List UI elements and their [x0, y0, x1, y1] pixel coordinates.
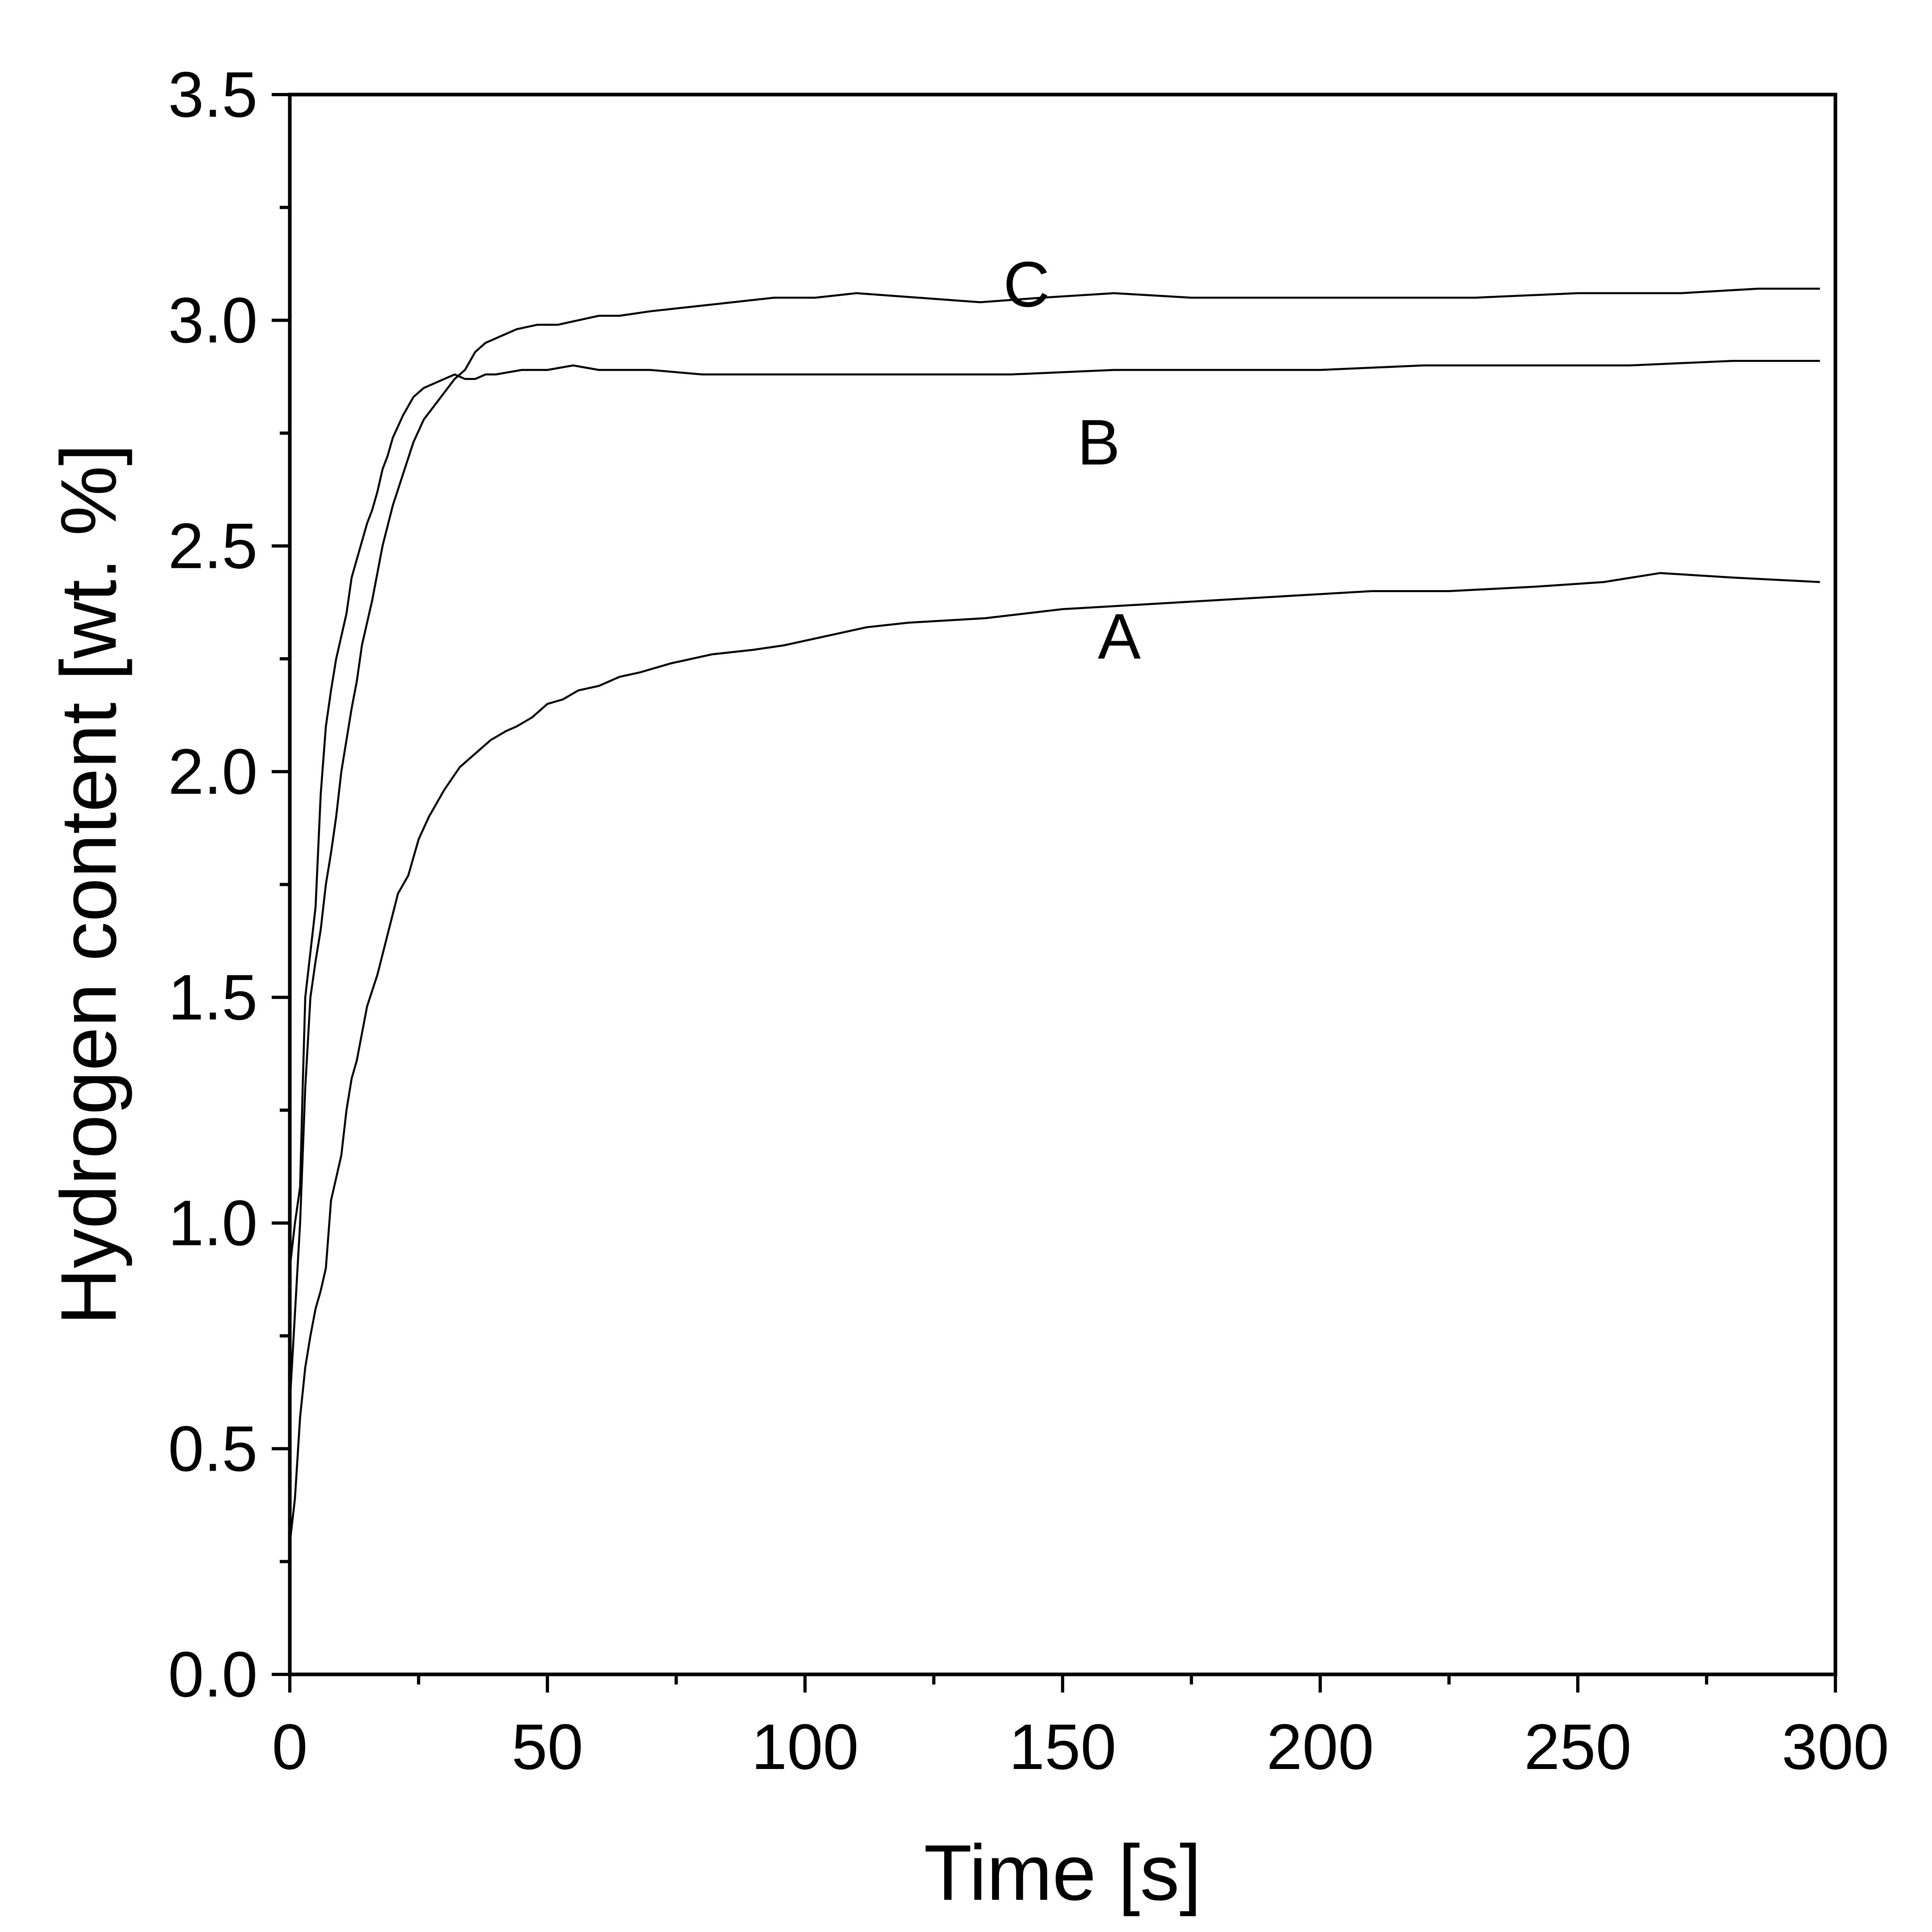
- y-tick-label: 3.5: [168, 58, 258, 130]
- y-tick-label: 0.0: [168, 1638, 258, 1710]
- y-tick-label: 1.0: [168, 1187, 258, 1259]
- curve-label-a: A: [1098, 600, 1141, 672]
- x-tick-label: 300: [1782, 1711, 1889, 1783]
- plot-frame: [288, 93, 1837, 1676]
- x-tick-label: 200: [1267, 1711, 1374, 1783]
- x-tick-label: 250: [1524, 1711, 1632, 1783]
- y-tick-label: 0.5: [168, 1412, 258, 1484]
- x-tick-label: 50: [512, 1711, 583, 1783]
- series-line-b: [289, 360, 1820, 1268]
- x-tick-label: 100: [751, 1711, 859, 1783]
- series-line-c: [289, 287, 1820, 1404]
- y-tick-label: 2.5: [168, 510, 258, 582]
- curve-label-b: B: [1077, 406, 1120, 478]
- x-tick-label: 150: [1009, 1711, 1117, 1783]
- curve-labels: A B C: [1003, 248, 1141, 673]
- y-tick-label: 1.5: [168, 961, 258, 1033]
- axis-tick-labels: 0 50 100 150 200 250 300 0.0 0.5 1.0 1.5 2.0 2.5 3.0 3…: [168, 58, 1889, 1783]
- x-axis-title: Time [s]: [924, 1829, 1201, 1917]
- y-axis-title: Hydrogen content [wt. %]: [45, 444, 133, 1325]
- series-line-a: [289, 572, 1820, 1544]
- curve-label-c: C: [1003, 248, 1050, 320]
- y-tick-label: 2.0: [168, 735, 258, 807]
- series-lines: [289, 287, 1820, 1544]
- y-tick-label: 3.0: [168, 284, 258, 356]
- x-tick-label: 0: [272, 1711, 308, 1783]
